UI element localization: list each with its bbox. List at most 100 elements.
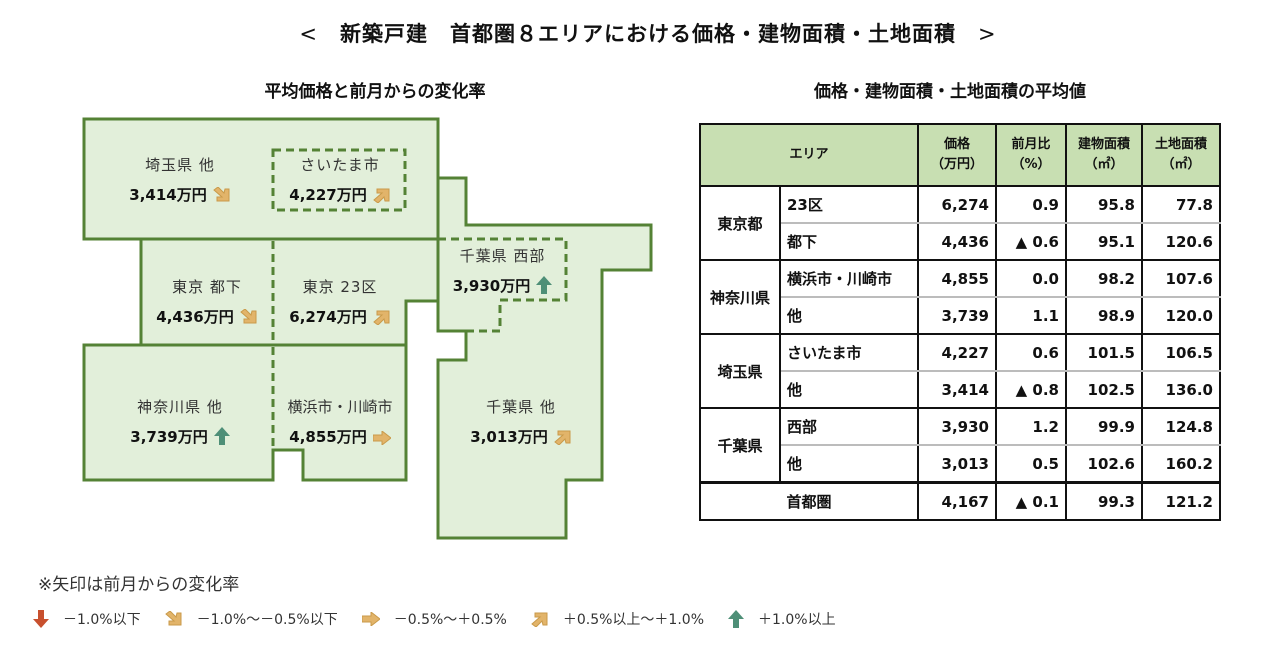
area-name: 千葉県 他 (486, 398, 556, 416)
map-label-saitama-city: さいたま市 4,227万円 (275, 154, 405, 205)
row-price: 3,739 (917, 296, 997, 335)
legend-note: ※矢印は前月からの変化率 (38, 575, 240, 595)
arrow-up-icon (728, 610, 744, 628)
table-row: 他 3,414 ▲ 0.8 102.5 136.0 (700, 370, 1221, 409)
total-name: 首都圏 (699, 481, 919, 521)
arrow-right-icon (372, 431, 391, 445)
table-subtitle: 価格・建物面積・土地面積の平均値 (814, 82, 1086, 102)
table-row: 神奈川県 横浜市・川崎市 4,855 0.0 98.2 107.6 (699, 259, 1221, 335)
arrow-up-right-icon (531, 612, 548, 627)
area-name: 埼玉県 他 (145, 156, 215, 174)
table-header-row: エリア 価格 （万円） 前月比 （%） 建物面積 （㎡） 土地面積 （㎡） (699, 123, 1221, 187)
row-change: 0.0 (995, 259, 1067, 298)
row-building: 102.6 (1065, 444, 1143, 484)
map-label-yokohama-kawasaki: 横浜市・川崎市 4,855万円 (274, 396, 406, 447)
area-price: 4,227万円 (275, 184, 405, 205)
row-sub: 他 (779, 296, 919, 335)
area-price: 3,739万円 (100, 426, 260, 447)
region-saitama-city[interactable] (271, 148, 407, 212)
total-building: 99.3 (1065, 481, 1143, 521)
region-chiba[interactable] (436, 176, 653, 540)
row-change: ▲ 0.8 (995, 370, 1067, 409)
group-kanagawa: 神奈川県 (699, 259, 781, 335)
row-sub: 西部 (779, 407, 919, 446)
header-change: 前月比 （%） (995, 123, 1067, 187)
legend-label: －1.0%以下 (63, 612, 141, 628)
header-building: 建物面積 （㎡） (1065, 123, 1143, 187)
area-name: 東京 23区 (302, 278, 378, 296)
arrow-up-icon (536, 276, 553, 294)
right-bracket: > (978, 22, 997, 46)
area-name: 千葉県 西部 (459, 247, 546, 265)
row-price: 3,930 (917, 407, 997, 446)
row-building: 102.5 (1065, 370, 1143, 409)
row-change: 0.5 (995, 444, 1067, 484)
area-price: 3,013万円 (440, 426, 602, 447)
row-land: 136.0 (1141, 370, 1221, 409)
map-subtitle: 平均価格と前月からの変化率 (264, 82, 486, 102)
map-label-chiba-other: 千葉県 他 3,013万円 (440, 396, 602, 447)
row-land: 107.6 (1141, 259, 1221, 298)
row-price: 3,414 (917, 370, 997, 409)
row-sub: 他 (779, 444, 919, 484)
total-price: 4,167 (917, 481, 997, 521)
legend-item: －1.0%～－0.5%以下 (164, 609, 338, 629)
row-change: 0.9 (995, 185, 1067, 224)
row-sub: 都下 (779, 222, 919, 261)
table-row: 埼玉県 さいたま市 4,227 0.6 101.5 106.5 (699, 333, 1221, 409)
row-change: ▲ 0.6 (995, 222, 1067, 261)
arrow-up-right-icon (553, 430, 571, 445)
group-chiba: 千葉県 (699, 407, 781, 484)
row-price: 4,227 (917, 333, 997, 372)
legend: －1.0%以下 －1.0%～－0.5%以下 －0.5%～＋0.5% ＋0.5%以… (33, 609, 860, 629)
area-price: 3,414万円 (110, 184, 250, 205)
row-sub: 横浜市・川崎市 (779, 259, 919, 298)
row-price: 6,274 (917, 185, 997, 224)
total-change: ▲ 0.1 (995, 481, 1067, 521)
row-change: 1.1 (995, 296, 1067, 335)
total-land: 121.2 (1141, 481, 1221, 521)
table-row: 東京都 23区 6,274 0.9 95.8 77.8 (699, 185, 1221, 261)
row-land: 124.8 (1141, 407, 1221, 446)
arrow-up-right-icon (372, 188, 390, 203)
row-building: 99.9 (1065, 407, 1143, 446)
row-land: 160.2 (1141, 444, 1221, 484)
row-sub: さいたま市 (779, 333, 919, 372)
map-label-tokyo-23ku: 東京 23区 6,274万円 (275, 276, 405, 327)
row-change: 1.2 (995, 407, 1067, 446)
row-price: 4,855 (917, 259, 997, 298)
region-saitama-other[interactable] (82, 117, 440, 241)
left-bracket: < (299, 22, 318, 46)
legend-label: －0.5%～＋0.5% (393, 612, 507, 628)
row-land: 106.5 (1141, 333, 1221, 372)
area-name: さいたま市 (300, 156, 380, 174)
map-label-tokyo-tokka: 東京 都下 4,436万円 (142, 276, 272, 327)
row-building: 95.1 (1065, 222, 1143, 261)
header-price: 価格 （万円） (917, 123, 997, 187)
area-name: 東京 都下 (172, 278, 242, 296)
row-building: 95.8 (1065, 185, 1143, 224)
row-price: 3,013 (917, 444, 997, 484)
legend-item: －0.5%～＋0.5% (361, 609, 507, 629)
table-row: 他 3,013 0.5 102.6 160.2 (700, 444, 1221, 484)
arrow-down-right-icon (239, 309, 257, 324)
table-row: 千葉県 西部 3,930 1.2 99.9 124.8 (699, 407, 1221, 484)
row-land: 77.8 (1141, 185, 1221, 224)
area-name: 横浜市・川崎市 (287, 398, 393, 416)
averages-table: エリア 価格 （万円） 前月比 （%） 建物面積 （㎡） 土地面積 （㎡） 東京都 23… (699, 123, 1221, 521)
region-chiba-west[interactable] (438, 237, 568, 333)
area-name: 神奈川県 他 (137, 398, 223, 416)
header-area: エリア (699, 123, 919, 187)
region-kanagawa[interactable] (82, 343, 408, 482)
arrow-up-icon (213, 427, 230, 445)
table-total-row: 首都圏 4,167 ▲ 0.1 99.3 121.2 (699, 481, 1221, 521)
arrow-down-icon (33, 610, 49, 628)
row-sub: 他 (779, 370, 919, 409)
row-price: 4,436 (917, 222, 997, 261)
table-row: 他 3,739 1.1 98.9 120.0 (700, 296, 1221, 335)
area-price: 4,436万円 (142, 306, 272, 327)
legend-item: ＋1.0%以上 (728, 609, 836, 629)
row-sub: 23区 (779, 185, 919, 224)
row-land: 120.0 (1141, 296, 1221, 335)
table-row: 都下 4,436 ▲ 0.6 95.1 120.6 (700, 222, 1221, 261)
